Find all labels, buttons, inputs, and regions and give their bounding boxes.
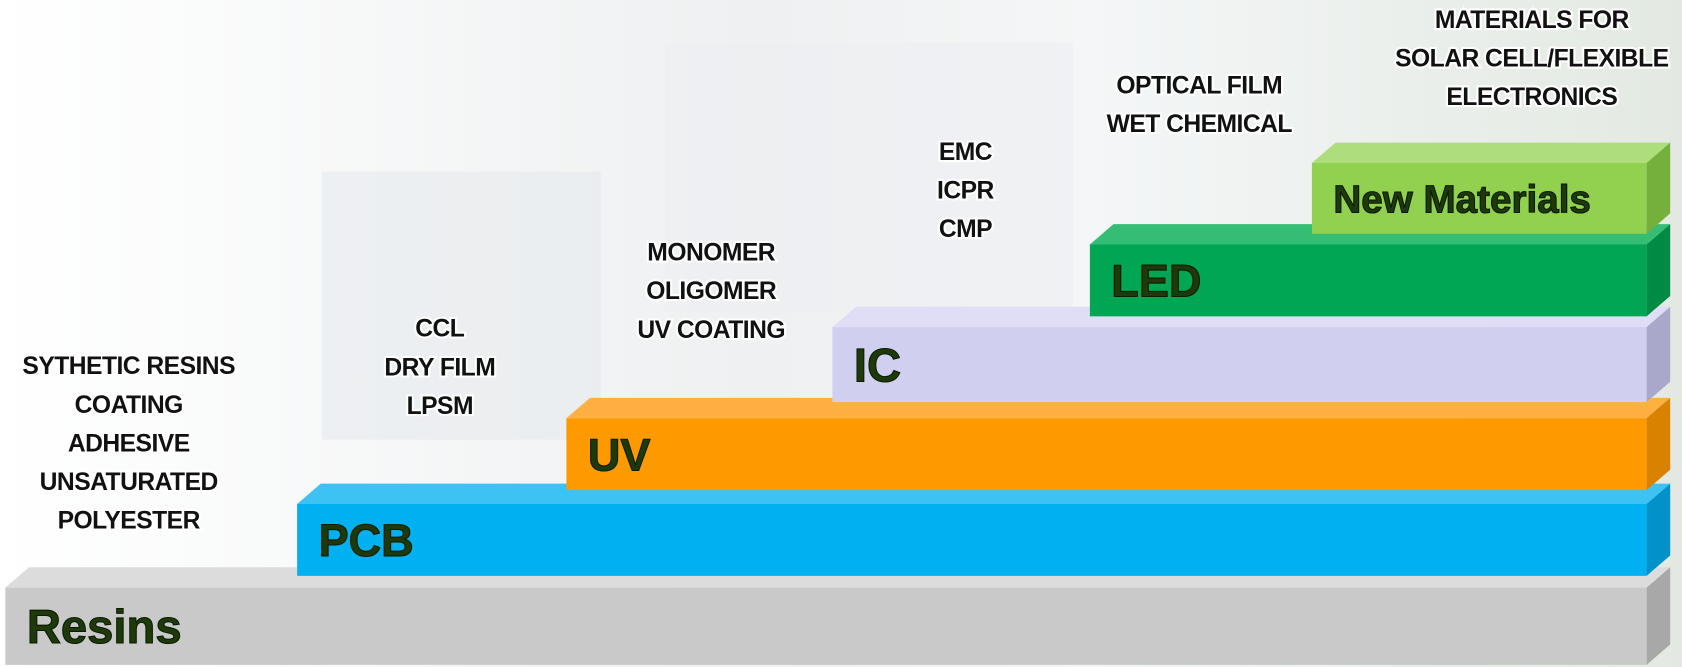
step-label: PCB bbox=[319, 515, 414, 566]
step-item: MATERIALS FOR bbox=[1435, 7, 1630, 34]
step-item: MONOMER bbox=[647, 240, 775, 267]
step-label: New Materials bbox=[1333, 178, 1591, 221]
step-item: ELECTRONICS bbox=[1446, 84, 1617, 111]
step-label: LED bbox=[1111, 256, 1201, 307]
step-label: UV bbox=[588, 429, 651, 480]
step-front bbox=[5, 588, 1646, 665]
step-item: OLIGOMER bbox=[646, 278, 777, 305]
step-item: EMC bbox=[939, 139, 993, 166]
step-label: Resins bbox=[27, 601, 182, 654]
step-item: ICPR bbox=[937, 177, 995, 204]
step-item: CMP bbox=[939, 216, 992, 243]
step-item: SOLAR CELL/FLEXIBLE bbox=[1395, 45, 1668, 72]
step-front bbox=[832, 327, 1646, 402]
step-item: SYTHETIC RESINS bbox=[22, 353, 235, 380]
step-front bbox=[297, 504, 1646, 576]
step-top bbox=[1312, 143, 1670, 163]
step-item: OPTICAL FILM bbox=[1116, 72, 1282, 99]
step-item: UNSATURATED bbox=[40, 469, 218, 496]
step-item: POLYESTER bbox=[58, 508, 201, 535]
step-label: IC bbox=[854, 340, 901, 393]
step-front bbox=[566, 418, 1646, 490]
diagram: Resins SYTHETIC RESINS COATING ADHESIVE UNSA… bbox=[0, 0, 1682, 667]
step-item: CCL bbox=[415, 316, 465, 343]
building-backdrop bbox=[665, 43, 1073, 311]
step-item: WET CHEMICAL bbox=[1107, 111, 1293, 138]
step-item: LPSM bbox=[407, 393, 473, 420]
step-item: UV COATING bbox=[637, 317, 785, 344]
step-item: COATING bbox=[75, 392, 183, 419]
step-item: ADHESIVE bbox=[68, 430, 190, 457]
page: Resins SYTHETIC RESINS COATING ADHESIVE UNSA… bbox=[0, 0, 1682, 667]
step-item: DRY FILM bbox=[384, 354, 495, 381]
